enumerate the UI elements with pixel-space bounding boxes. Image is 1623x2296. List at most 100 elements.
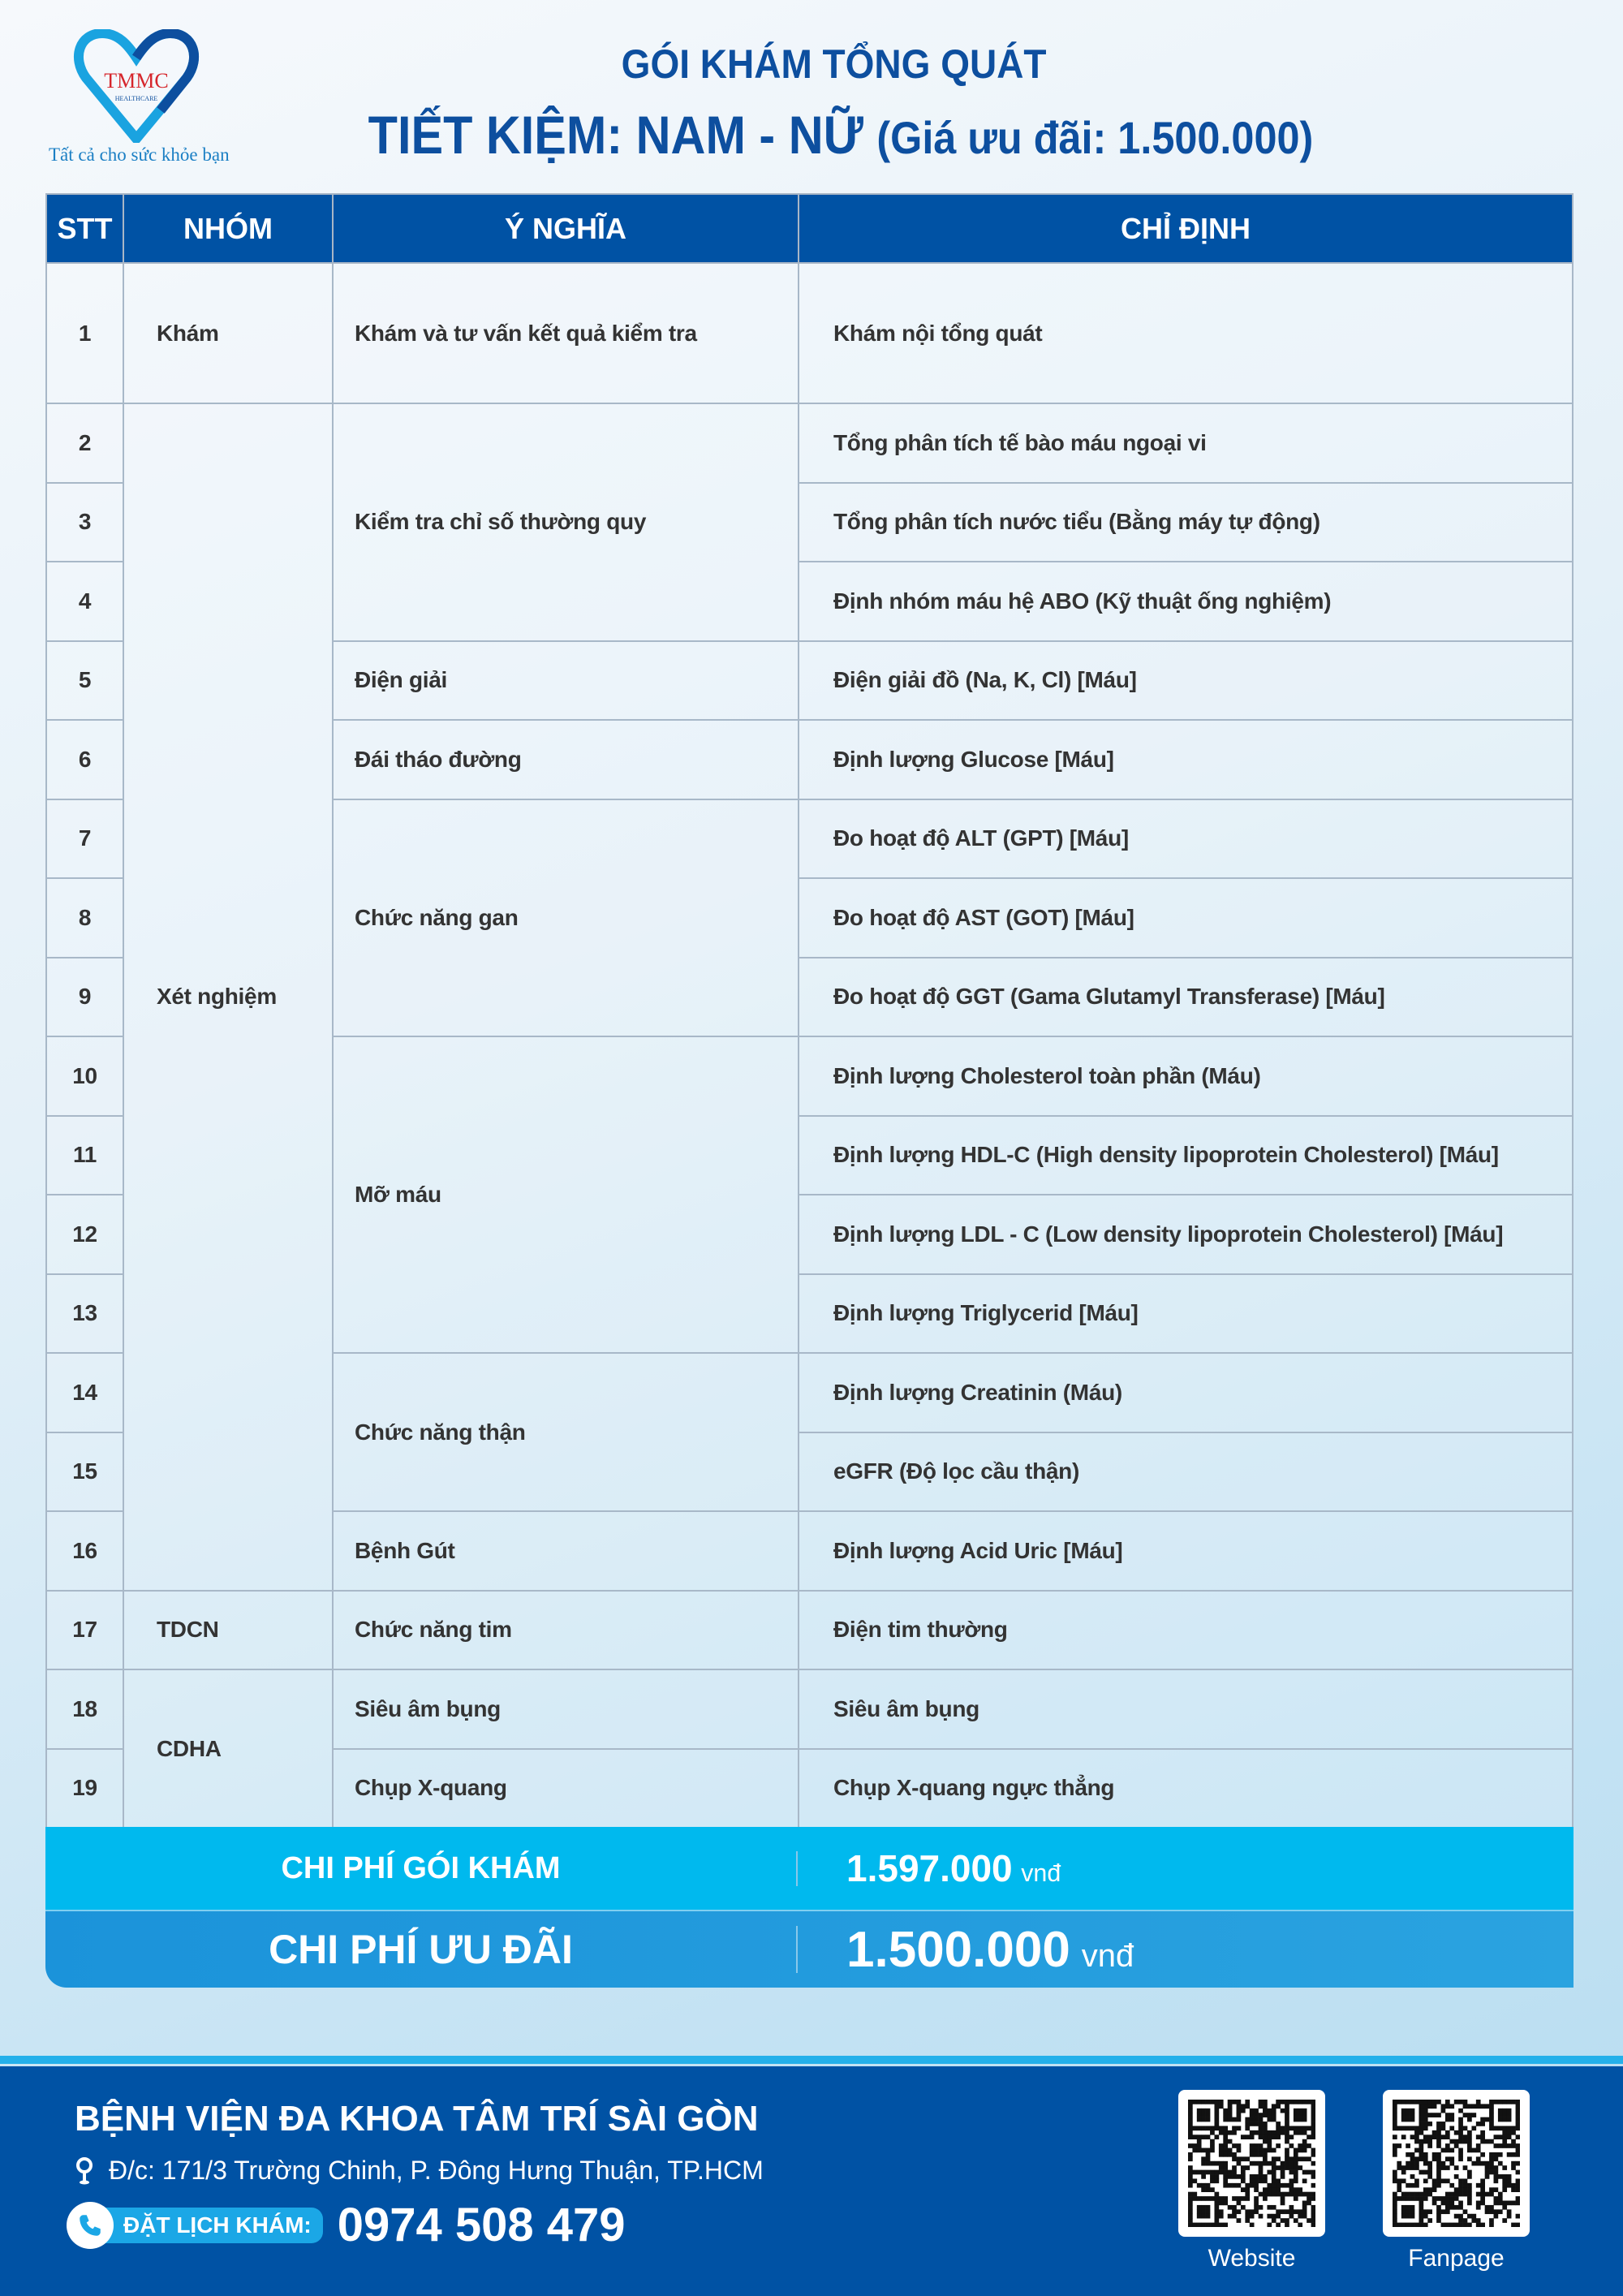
table-row: 8 Đo hoạt độ AST (GOT) [Máu] [45,877,1573,958]
row-number: 1 [45,262,124,404]
row-number: 11 [45,1114,124,1195]
row-number: 8 [45,877,124,958]
table-row: 19 Chụp X-quang Chụp X-quang ngực thẳng [45,1747,1573,1829]
indication-cell: Đo hoạt độ GGT (Gama Glutamyl Transferas… [798,956,1573,1037]
indication-cell: eGFR (Độ lọc cầu thận) [798,1431,1573,1512]
table-row: 6 Đái tháo đường Định lượng Glucose [Máu] [45,719,1573,800]
indication-cell: Định lượng LDL - C (Low density lipoprot… [798,1194,1573,1275]
indication-cell: Điện tim thường [798,1589,1573,1670]
purpose-cell: Bệnh Gút [332,1510,799,1592]
col-header-purpose: Ý NGHĨA [332,193,799,264]
table-row: 4 Định nhóm máu hệ ABO (Kỹ thuật ống nghi… [45,561,1573,642]
row-number: 19 [45,1747,124,1829]
indication-cell: Khám nội tổng quát [798,262,1573,404]
table-row: 15 eGFR (Độ lọc cầu thận) [45,1431,1573,1512]
table-row: 1 Khám Khám và tư vấn kết quả kiểm tra Khám… [45,262,1573,404]
footer-stripe [0,2056,1623,2064]
indication-cell: Định lượng Triglycerid [Máu] [798,1273,1573,1354]
table-row: 10 Mỡ máu Định lượng Cholesterol toàn phần… [45,1036,1573,1354]
group-cell: TDCN [123,1589,334,1670]
package-cost-value: 1.597.000 [846,1847,1013,1889]
table-row: 16 Bệnh Gút Định lượng Acid Uric [Máu] [45,1510,1573,1592]
footer: BỆNH VIỆN ĐA KHOA TÂM TRÍ SÀI GÒN Đ/c: 1… [0,2066,1623,2296]
svg-text:TMMC: TMMC [104,69,168,93]
purpose-cell: Chức năng thận [332,1352,799,1512]
indication-cell: Điện giải đồ (Na, K, Cl) [Máu] [798,640,1573,721]
booking-label: ĐẶT LỊCH KHÁM: [86,2207,323,2243]
package-cost-unit: vnđ [1021,1859,1061,1887]
table-row: 7 Chức năng gan Đo hoạt độ ALT (GPT) [Máu] [45,798,1573,1037]
row-number: 9 [45,956,124,1037]
table-row: 9 Đo hoạt độ GGT (Gama Glutamyl Transfera… [45,956,1573,1037]
row-number: 3 [45,481,124,562]
table-row: 18 CDHA Siêu âm bụng Siêu âm bụng [45,1669,1573,1829]
row-number: 13 [45,1273,124,1354]
tmmc-logo: TMMC HEALTHCARE [74,29,199,143]
purpose-cell: Mỡ máu [332,1036,799,1354]
row-number: 6 [45,719,124,800]
indication-cell: Đo hoạt độ ALT (GPT) [Máu] [798,798,1573,879]
row-number: 15 [45,1431,124,1512]
purpose-cell: Chụp X-quang [332,1747,799,1829]
phone-icon [67,2201,114,2249]
indication-cell: Chụp X-quang ngực thẳng [798,1747,1573,1829]
indication-cell: Định lượng Cholesterol toàn phần (Máu) [798,1036,1573,1117]
svg-text:HEALTHCARE: HEALTHCARE [115,95,158,102]
group-cell: Khám [123,262,334,404]
package-table: STT NHÓM Ý NGHĨA CHỈ ĐỊNH 1 Khám Khám và t… [45,193,1573,1829]
purpose-cell: Chức năng gan [332,798,799,1037]
row-number: 12 [45,1194,124,1275]
table-row: 5 Điện giải Điện giải đồ (Na, K, Cl) [Máu] [45,640,1573,721]
purpose-cell: Đái tháo đường [332,719,799,800]
discount-cost-label: CHI PHÍ ƯU ĐÃI [45,1926,798,1973]
indication-cell: Định nhóm máu hệ ABO (Kỹ thuật ống nghiệ… [798,561,1573,642]
hospital-name: BỆNH VIỆN ĐA KHOA TÂM TRÍ SÀI GÒN [75,2099,759,2139]
table-row: 13 Định lượng Triglycerid [Máu] [45,1273,1573,1354]
group-cell: CDHA [123,1669,334,1829]
table-row: 17 TDCN Chức năng tim Điện tim thường [45,1589,1573,1670]
row-number: 16 [45,1510,124,1592]
price-note: (Giá ưu đãi: 1.500.000) [876,112,1314,163]
indication-cell: Định lượng Creatinin (Máu) [798,1352,1573,1433]
indication-cell: Tổng phân tích nước tiểu (Bằng máy tự độ… [798,481,1573,562]
location-pin-icon [76,2156,93,2184]
subtitle-main: TIẾT KIỆM: NAM - NỮ [368,105,863,165]
indication-cell: Siêu âm bụng [798,1669,1573,1750]
fanpage-qr-code[interactable] [1383,2090,1530,2237]
row-number: 17 [45,1589,124,1670]
table-row: 11 Định lượng HDL-C (High density lipopro… [45,1114,1573,1195]
discount-cost-value: 1.500.000 [846,1921,1070,1978]
purpose-cell: Khám và tư vấn kết quả kiểm tra [332,262,799,404]
indication-cell: Đo hoạt độ AST (GOT) [Máu] [798,877,1573,958]
row-number: 7 [45,798,124,879]
discount-cost-row: CHI PHÍ ƯU ĐÃI 1.500.000 vnđ [45,1911,1573,1988]
fanpage-qr-label: Fanpage [1408,2245,1505,2272]
indication-cell: Định lượng Glucose [Máu] [798,719,1573,800]
phone-number[interactable]: 0974 508 479 [337,2199,626,2251]
table-row: 14 Chức năng thận Định lượng Creatinin (Má… [45,1352,1573,1512]
discount-cost-unit: vnđ [1081,1937,1134,1974]
row-number: 18 [45,1669,124,1750]
group-cell: Xét nghiệm [123,403,334,1592]
row-number: 2 [45,403,124,484]
indication-cell: Tổng phân tích tế bào máu ngoại vi [798,403,1573,484]
website-qr-code[interactable] [1178,2090,1325,2237]
table-row: 2 Xét nghiệm Kiểm tra chỉ số thường quy Tổn… [45,403,1573,1592]
purpose-cell: Kiểm tra chỉ số thường quy [332,403,799,642]
purpose-cell: Điện giải [332,640,799,721]
indication-cell: Định lượng Acid Uric [Máu] [798,1510,1573,1592]
address: Đ/c: 171/3 Trường Chinh, P. Đông Hưng Th… [75,2156,764,2186]
purpose-cell: Siêu âm bụng [332,1669,799,1750]
row-number: 4 [45,561,124,642]
col-header-stt: STT [45,193,124,264]
package-cost-label: CHI PHÍ GÓI KHÁM [45,1850,798,1886]
booking: ĐẶT LỊCH KHÁM: 0974 508 479 [67,2198,626,2252]
page-title: GÓI KHÁM TỔNG QUÁT [621,41,1047,87]
address-text: Đ/c: 171/3 Trường Chinh, P. Đông Hưng Th… [109,2156,764,2185]
cost-summary: CHI PHÍ GÓI KHÁM 1.597.000 vnđ CHI PHÍ Ư… [45,1827,1573,1988]
row-number: 14 [45,1352,124,1433]
table-row: 12 Định lượng LDL - C (Low density lipopr… [45,1194,1573,1275]
row-number: 10 [45,1036,124,1117]
table-row: 3 Tổng phân tích nước tiểu (Bằng máy tự đ… [45,481,1573,562]
package-cost-row: CHI PHÍ GÓI KHÁM 1.597.000 vnđ [45,1827,1573,1911]
